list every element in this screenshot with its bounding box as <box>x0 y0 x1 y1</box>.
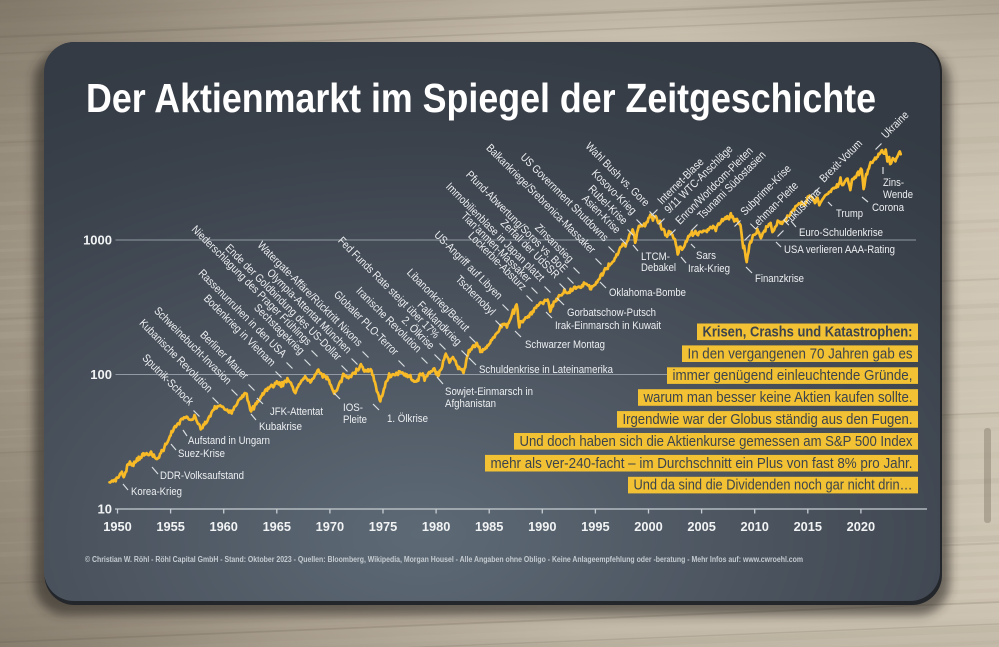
svg-text:Zins-: Zins- <box>883 177 904 189</box>
svg-text:10: 10 <box>98 502 112 517</box>
svg-text:Kubakrise: Kubakrise <box>259 421 302 433</box>
svg-text:Und doch haben sich die Aktien: Und doch haben sich die Aktienkurse geme… <box>520 434 914 450</box>
svg-text:Irak-Einmarsch in Kuwait: Irak-Einmarsch in Kuwait <box>555 320 662 332</box>
svg-text:1960: 1960 <box>209 519 237 534</box>
svg-text:immer genügend einleuchtende G: immer genügend einleuchtende Gründe, <box>673 368 913 384</box>
svg-text:1000: 1000 <box>83 233 112 248</box>
svg-text:Corona: Corona <box>872 202 905 214</box>
svg-text:Wende: Wende <box>883 189 913 201</box>
svg-text:Schuldenkrise in Lateinamerika: Schuldenkrise in Lateinamerika <box>479 364 614 376</box>
svg-text:Debakel: Debakel <box>641 262 676 274</box>
svg-text:Oklahoma-Bombe: Oklahoma-Bombe <box>609 287 686 299</box>
svg-text:1990: 1990 <box>528 519 556 534</box>
svg-text:Gorbatschow-Putsch: Gorbatschow-Putsch <box>567 307 656 319</box>
svg-text:2010: 2010 <box>740 519 768 534</box>
svg-text:DDR-Volksaufstand: DDR-Volksaufstand <box>160 470 244 482</box>
svg-text:IOS-: IOS- <box>343 402 363 414</box>
svg-text:Finanzkrise: Finanzkrise <box>755 273 804 285</box>
svg-text:2015: 2015 <box>794 519 822 534</box>
svg-text:Suez-Krise: Suez-Krise <box>178 448 225 460</box>
svg-text:USA verlieren AAA-Rating: USA verlieren AAA-Rating <box>784 244 895 256</box>
svg-text:Trump: Trump <box>836 208 863 220</box>
svg-text:1985: 1985 <box>475 519 503 534</box>
svg-text:Schwarzer Montag: Schwarzer Montag <box>525 339 605 351</box>
svg-text:Aufstand in Ungarn: Aufstand in Ungarn <box>188 435 270 447</box>
svg-text:warum man besser keine Aktien: warum man besser keine Aktien kaufen sol… <box>643 390 913 406</box>
svg-text:Der Aktienmarkt im Spiegel der: Der Aktienmarkt im Spiegel der Zeitgesch… <box>86 75 876 121</box>
svg-text:Irgendwie war der Globus ständ: Irgendwie war der Globus ständig aus den… <box>623 412 913 428</box>
svg-text:2005: 2005 <box>687 519 715 534</box>
svg-text:LTCM-: LTCM- <box>641 251 670 263</box>
svg-text:Sowjet-Einmarsch in: Sowjet-Einmarsch in <box>445 386 533 398</box>
svg-text:Korea-Krieg: Korea-Krieg <box>131 486 182 498</box>
svg-text:© Christian W. Röhl - Röhl Cap: © Christian W. Röhl - Röhl Capital GmbH … <box>85 554 803 564</box>
svg-text:100: 100 <box>90 367 112 382</box>
svg-text:mehr als ver-240-facht – im Du: mehr als ver-240-facht – im Durchschnitt… <box>491 456 913 472</box>
svg-text:Irak-Krieg: Irak-Krieg <box>688 263 730 275</box>
svg-text:1995: 1995 <box>581 519 609 534</box>
svg-text:Sars: Sars <box>696 250 716 262</box>
svg-text:Euro-Schuldenkrise: Euro-Schuldenkrise <box>799 227 883 239</box>
svg-text:1. Ölkrise: 1. Ölkrise <box>387 413 428 425</box>
svg-text:Pleite: Pleite <box>343 414 367 426</box>
svg-text:Krisen, Crashs und Katastrophe: Krisen, Crashs und Katastrophen: <box>703 324 913 340</box>
svg-text:1980: 1980 <box>422 519 450 534</box>
svg-text:1975: 1975 <box>369 519 397 534</box>
svg-text:2020: 2020 <box>847 519 875 534</box>
svg-text:1955: 1955 <box>156 519 184 534</box>
svg-text:Und da sind die Dividenden noc: Und da sind die Dividenden noch gar nich… <box>634 478 913 494</box>
svg-text:JFK-Attentat: JFK-Attentat <box>270 406 324 418</box>
svg-text:2000: 2000 <box>634 519 662 534</box>
svg-text:Afghanistan: Afghanistan <box>445 398 496 410</box>
svg-text:In den vergangenen 70 Jahren g: In den vergangenen 70 Jahren gab es <box>688 346 913 362</box>
svg-text:1950: 1950 <box>103 519 131 534</box>
svg-text:1970: 1970 <box>316 519 344 534</box>
svg-text:1965: 1965 <box>263 519 291 534</box>
